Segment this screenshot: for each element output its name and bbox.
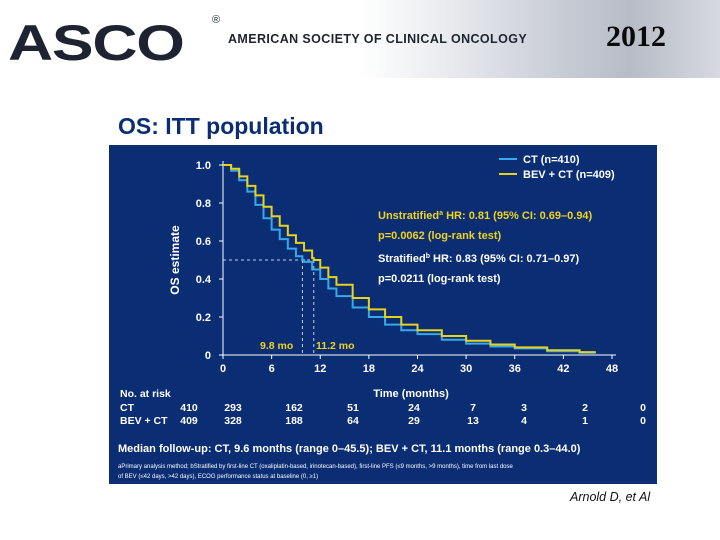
risk-value: 410 — [180, 402, 198, 414]
chart-axes — [222, 161, 616, 356]
stratified-prefix: Stratified — [378, 253, 426, 265]
y-tick-label: 0.6 — [196, 236, 211, 248]
risk-value: 328 — [224, 415, 242, 427]
risk-table-title: No. at risk — [120, 388, 171, 400]
risk-value: 188 — [285, 415, 303, 427]
risk-value: 0 — [640, 415, 646, 427]
risk-value: 51 — [347, 402, 359, 414]
header-bar: ASCO ® AMERICAN SOCIETY OF CLINICAL ONCO… — [0, 0, 720, 78]
series-line-ct — [223, 164, 596, 354]
unstratified-rest: HR: 0.81 (95% CI: 0.69–0.94) — [443, 210, 593, 222]
x-tick-label: 12 — [314, 363, 326, 375]
stratified-p: p=0.0211 (log-rank test) — [378, 273, 501, 285]
slide-title: OS: ITT population — [109, 107, 657, 145]
chart-series — [223, 164, 596, 354]
conference-year: 2012 — [606, 20, 666, 53]
x-tick-label: 42 — [557, 363, 569, 375]
legend: CT (n=410) BEV + CT (n=409) — [499, 154, 615, 181]
risk-value: 24 — [408, 402, 420, 414]
footnote-line-2: of BEV (≤42 days, >42 days), ECOG perfor… — [118, 474, 318, 480]
x-tick-label: 6 — [269, 363, 275, 375]
risk-row-label: BEV + CT — [120, 415, 168, 427]
slide-title-text: OS: ITT population — [118, 113, 324, 139]
risk-value: 4 — [521, 415, 527, 427]
stratified-sup: b — [426, 253, 430, 260]
y-tick-label: 1.0 — [196, 160, 211, 172]
y-tick-label: 0.4 — [196, 274, 212, 286]
median-ct-label: 9.8 mo — [260, 340, 293, 352]
y-tick-label: 0.8 — [196, 198, 211, 210]
slide-panel — [109, 107, 657, 484]
risk-value: 7 — [470, 402, 476, 414]
header-photo-banner — [360, 0, 720, 78]
risk-value: 3 — [521, 402, 527, 414]
x-tick-label: 18 — [363, 363, 375, 375]
risk-value: 409 — [180, 415, 198, 427]
hazard-ratio-annotations: Unstratifieda HR: 0.81 (95% CI: 0.69–0.9… — [378, 210, 593, 285]
footnote-line-1: aPrimary analysis method; bStratified by… — [118, 464, 514, 470]
legend-label-bev: BEV + CT (n=409) — [523, 169, 615, 181]
x-tick-label: 30 — [460, 363, 472, 375]
x-tick-label: 0 — [220, 363, 226, 375]
y-tick-labels: 0 0.2 0.4 0.6 0.8 1.0 — [196, 160, 223, 362]
risk-value: 162 — [285, 402, 303, 414]
org-name: AMERICAN SOCIETY OF CLINICAL ONCOLOGY — [228, 32, 528, 46]
x-tick-label: 24 — [411, 363, 424, 375]
risk-value: 64 — [347, 415, 359, 427]
x-tick-label: 36 — [509, 363, 521, 375]
stratified-hr: Stratifiedb HR: 0.83 (95% CI: 0.71–0.97) — [378, 253, 579, 265]
stratified-rest: HR: 0.83 (95% CI: 0.71–0.97) — [430, 253, 580, 265]
x-tick-label: 48 — [606, 363, 618, 375]
median-followup: Median follow-up: CT, 9.6 months (range … — [118, 443, 581, 455]
unstratified-prefix: Unstratified — [378, 210, 439, 222]
x-tick-labels: 0 6 12 18 24 30 36 42 48 — [220, 355, 618, 375]
risk-row-label: CT — [120, 402, 135, 414]
risk-value: 29 — [408, 415, 420, 427]
citation-credit: Arnold D, et Al — [570, 490, 651, 504]
x-axis-label: Time (months) — [373, 388, 449, 400]
series-line-bev — [223, 164, 596, 354]
median-lines — [223, 259, 315, 355]
risk-value: 2 — [582, 402, 588, 414]
asco-logo: ASCO — [8, 15, 185, 71]
registered-mark: ® — [212, 14, 221, 26]
os-kaplan-meier-chart: 00.20.40.60.81.0 0 6 12 18 24 30 36 42 48 OS est… — [118, 154, 646, 480]
unstratified-p: p=0.0062 (log-rank test) — [378, 230, 502, 242]
median-bev-label: 11.2 mo — [316, 340, 355, 352]
y-tick-label: 0.2 — [196, 312, 211, 324]
risk-value: 0 — [640, 402, 646, 414]
risk-value: 1 — [582, 415, 588, 427]
y-tick-label: 0 — [205, 350, 211, 362]
unstratified-sup: a — [439, 210, 443, 217]
legend-label-ct: CT (n=410) — [523, 154, 580, 166]
risk-value: 293 — [224, 402, 242, 414]
risk-value: 13 — [467, 415, 479, 427]
y-axis-label: OS estimate — [168, 225, 182, 295]
unstratified-hr: Unstratifieda HR: 0.81 (95% CI: 0.69–0.9… — [378, 210, 593, 222]
